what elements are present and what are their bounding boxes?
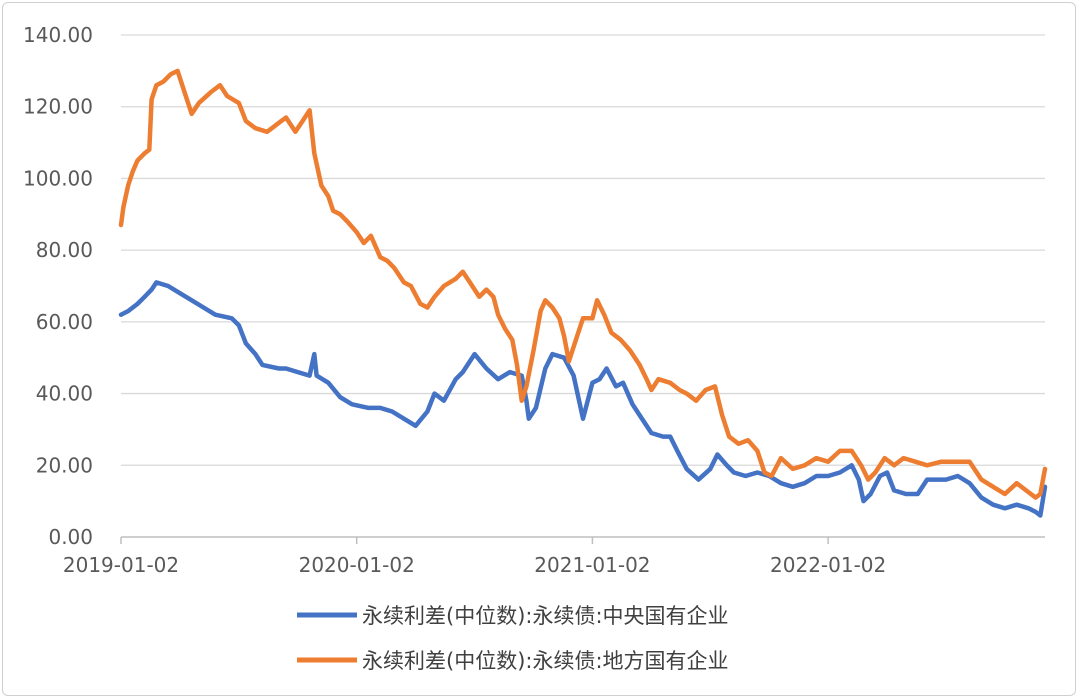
- y-tick-label: 80.00: [36, 238, 93, 262]
- y-tick-label: 60.00: [36, 310, 93, 334]
- x-tick-label: 2020-01-02: [299, 553, 415, 577]
- legend-label-2: 永续利差(中位数):永续债:地方国有企业: [362, 649, 729, 673]
- y-tick-label: 140.00: [23, 23, 93, 47]
- series-lines: [118, 68, 1048, 518]
- series-line-1: [118, 280, 1048, 518]
- x-tick-label: 2019-01-02: [63, 553, 179, 577]
- y-tick-label: 20.00: [36, 453, 93, 477]
- y-tick-label: 120.00: [23, 95, 93, 119]
- y-tick-label: 0.00: [48, 525, 93, 549]
- x-axis: 2019-01-02 2020-01-02 2021-01-02 2022-01-02: [63, 536, 1045, 577]
- y-tick-label: 100.00: [23, 166, 93, 190]
- gridlines: [121, 34, 1045, 466]
- series-line-2: [118, 68, 1048, 500]
- x-tick-label: 2022-01-02: [770, 553, 886, 577]
- y-axis-tick-labels: 0.00 20.00 40.00 60.00 80.00 100.00 120.00 140.…: [23, 23, 93, 549]
- y-tick-label: 40.00: [36, 382, 93, 406]
- legend-label-1: 永续利差(中位数):永续债:中央国有企业: [362, 604, 729, 628]
- x-tick-label: 2021-01-02: [534, 553, 650, 577]
